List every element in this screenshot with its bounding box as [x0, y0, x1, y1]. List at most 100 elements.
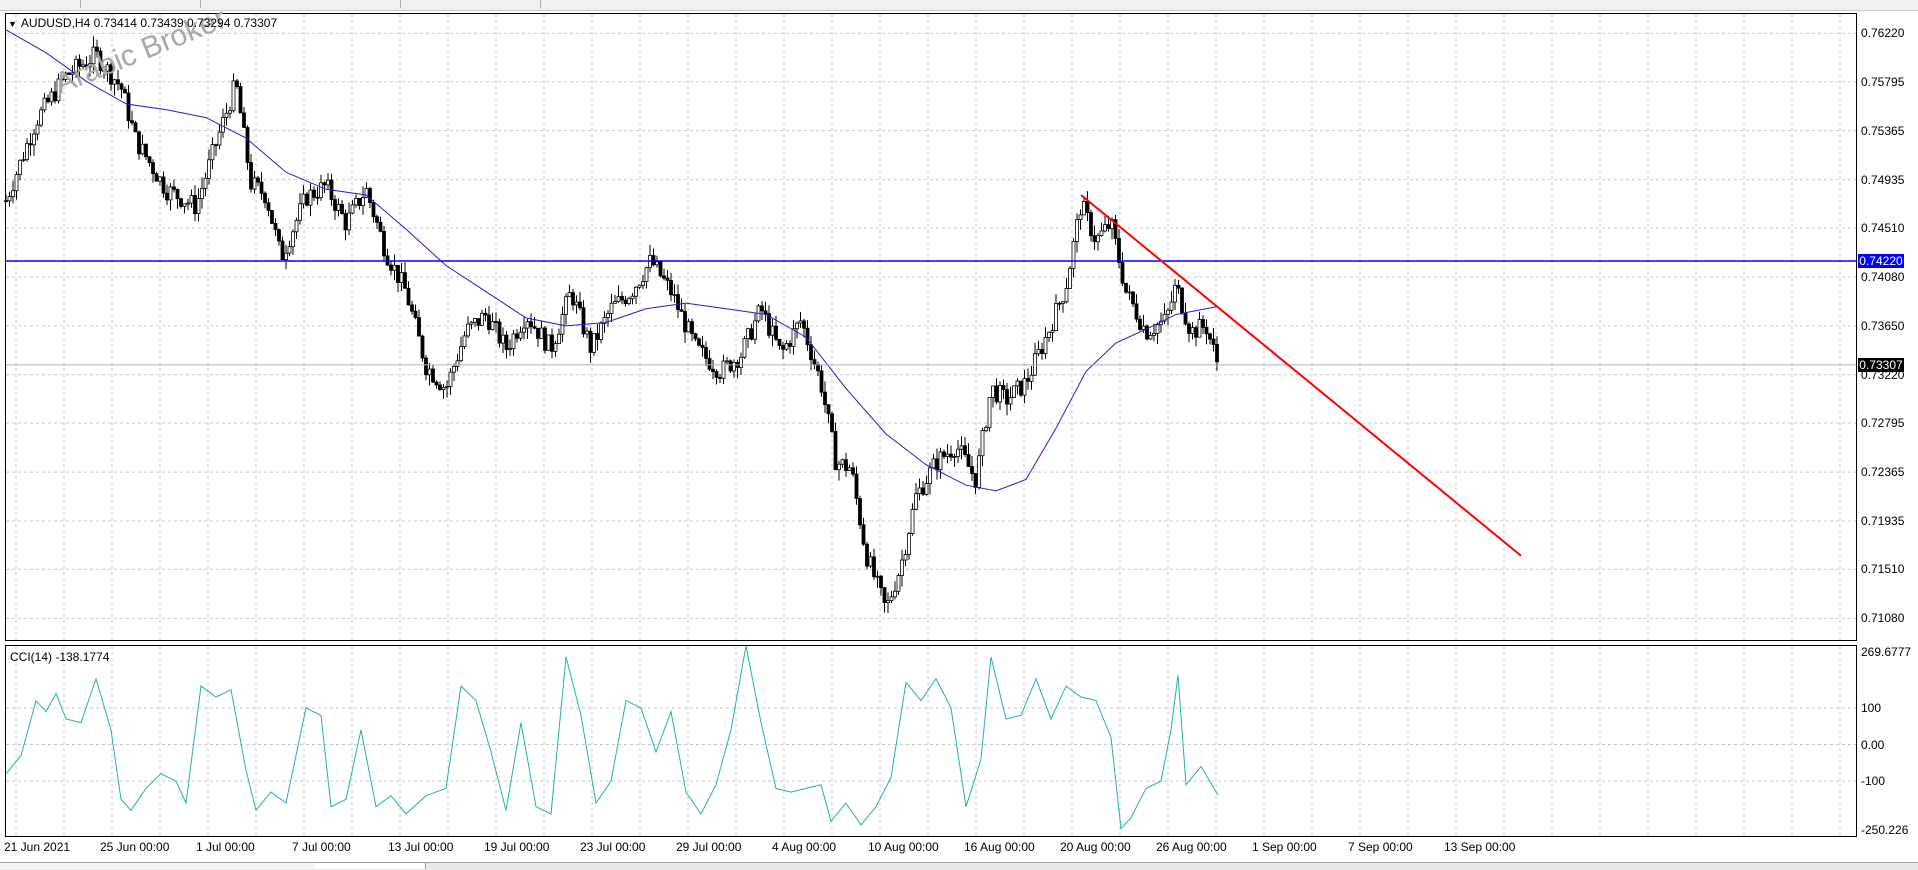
- candle-body: [711, 368, 715, 373]
- candle-body: [644, 267, 649, 282]
- candle-body: [193, 195, 197, 214]
- chart-tab[interactable]: [0, 863, 121, 869]
- candle-body: [60, 78, 64, 81]
- chart-tab[interactable]: [120, 863, 316, 869]
- candle-body: [298, 203, 302, 221]
- date-axis-label: 29 Jul 00:00: [676, 840, 742, 854]
- candle-body: [809, 344, 813, 361]
- candle-body: [207, 159, 211, 179]
- candle-body: [585, 330, 589, 335]
- candle-body: [707, 357, 712, 370]
- candle-body: [406, 287, 411, 306]
- cci-indicator-pane[interactable]: [5, 645, 1857, 837]
- candle-body: [1120, 262, 1125, 284]
- candle-body: [935, 458, 939, 471]
- candle-body: [67, 72, 71, 75]
- top-toolbar: [0, 0, 1918, 11]
- candle-body: [161, 176, 166, 194]
- candle-body: [340, 203, 344, 215]
- candle-body: [319, 182, 323, 199]
- price-axis-label: 0.75365: [1861, 123, 1905, 138]
- candle-body: [46, 97, 50, 103]
- candle-body: [280, 240, 285, 261]
- price-chart-pane[interactable]: [5, 13, 1857, 641]
- candle-body: [357, 197, 362, 207]
- candle-body: [1019, 380, 1023, 396]
- chart-tab-active[interactable]: [315, 863, 426, 869]
- candle-body: [123, 88, 127, 94]
- dropdown-triangle-icon[interactable]: ▼: [8, 19, 17, 29]
- candle-body: [1173, 284, 1177, 303]
- candle-body: [98, 50, 103, 71]
- candle-body: [140, 143, 145, 155]
- candle-body: [228, 110, 232, 114]
- candle-body: [1075, 219, 1079, 242]
- candle-body: [620, 296, 624, 301]
- candle-body: [441, 387, 446, 390]
- candle-body: [158, 176, 162, 182]
- candle-body: [1082, 201, 1086, 216]
- candle-body: [333, 199, 337, 211]
- candle-body: [371, 202, 376, 218]
- candle-body: [245, 127, 250, 163]
- candle-body: [746, 328, 750, 340]
- candle-body: [1015, 380, 1020, 387]
- candle-body: [1166, 309, 1170, 315]
- candle-body: [81, 64, 85, 67]
- candle-body: [49, 91, 54, 103]
- price-axis-label: 0.73650: [1861, 318, 1905, 333]
- candle-body: [382, 230, 386, 257]
- candle-body: [529, 321, 533, 328]
- candle-body: [798, 320, 803, 324]
- candle-body: [991, 385, 995, 398]
- candle-body: [686, 321, 691, 333]
- candle-body: [4, 200, 8, 203]
- candle-body: [539, 327, 544, 339]
- candle-body: [865, 543, 869, 567]
- candle-body: [14, 174, 19, 192]
- candle-body: [56, 78, 61, 102]
- candle-body: [893, 590, 897, 598]
- candle-body: [1197, 319, 1202, 338]
- candle-body: [231, 80, 236, 112]
- candle-body: [672, 294, 677, 296]
- candle-body: [581, 307, 586, 335]
- candle-body: [235, 80, 239, 87]
- toolbar-separator: [540, 0, 541, 8]
- candle-body: [469, 321, 474, 325]
- candle-body: [1215, 344, 1219, 363]
- candle-body: [868, 556, 873, 567]
- grid-lines: [6, 14, 1856, 836]
- candle-body: [287, 246, 292, 254]
- candle-body: [984, 427, 988, 431]
- candle-body: [294, 219, 299, 233]
- candle-body: [63, 72, 68, 80]
- candle-body: [599, 322, 603, 340]
- date-axis-label: 13 Sep 00:00: [1444, 840, 1516, 854]
- candle-body: [1148, 334, 1153, 340]
- candle-body: [788, 343, 792, 347]
- candle-body: [144, 143, 148, 158]
- cci-axis-label: 100: [1861, 701, 1882, 715]
- candle-body: [210, 144, 215, 161]
- candle-body: [1201, 319, 1205, 328]
- candle-body: [595, 333, 600, 340]
- candle-body: [760, 305, 764, 312]
- candle-body: [732, 361, 736, 372]
- candle-body: [655, 261, 659, 266]
- date-axis-label: 10 Aug 00:00: [868, 840, 939, 854]
- candle-body: [767, 313, 771, 336]
- candle-body: [53, 91, 57, 102]
- candle-body: [567, 292, 572, 298]
- candle-body: [182, 203, 187, 207]
- candle-body: [641, 281, 645, 286]
- symbol-info: AUDUSD,H4 0.73414 0.73439 0.73294 0.7330…: [20, 16, 278, 30]
- candle-body: [392, 264, 397, 271]
- candle-body: [718, 377, 722, 379]
- candle-body: [875, 575, 880, 578]
- candle-body: [196, 198, 201, 214]
- price-axis-label: 0.76220: [1861, 26, 1905, 41]
- candle-body: [938, 451, 943, 471]
- candle-body: [669, 280, 673, 296]
